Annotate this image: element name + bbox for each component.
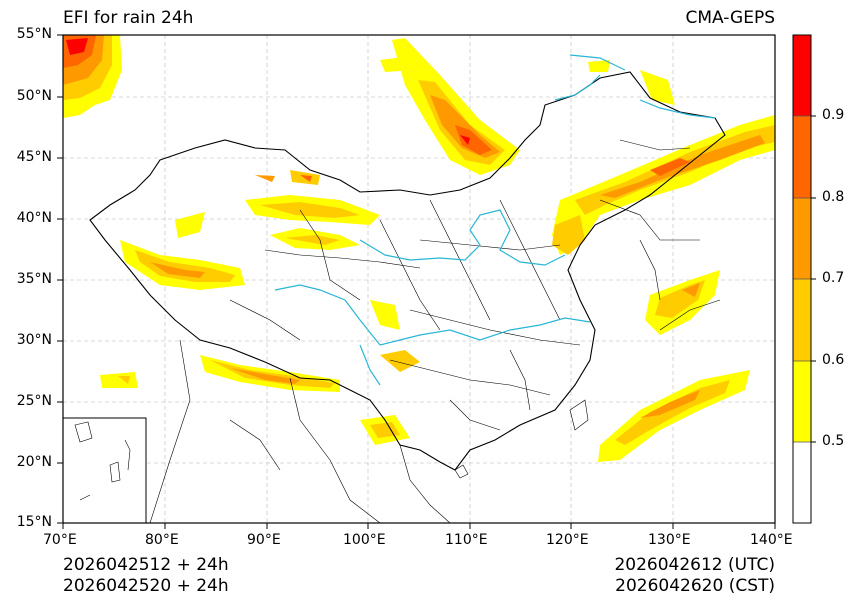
colorbar-bin-2 [793,279,811,361]
lon-tick-label: 140°E [750,532,793,548]
inset-islands [74,421,131,501]
efi-shading [63,35,775,462]
colorbar-bin-3 [793,198,811,279]
lon-tick-label: 100°E [343,532,386,548]
colorbar-label: 0.6 [822,352,845,368]
gridlines [63,35,775,523]
colorbar-bin-0 [793,442,811,523]
tick-marks [57,34,776,529]
neighbor-borders [149,239,721,523]
map-title: EFI for rain 24h [63,8,194,28]
lon-tick-label: 110°E [445,532,488,548]
lat-tick-label: 25°N [16,393,52,409]
lon-tick-label: 120°E [546,532,589,548]
lon-tick-label: 90°E [247,532,281,548]
lat-tick-label: 55°N [16,26,52,42]
valid-time-utc: 2026042612 (UTC) [614,555,775,575]
colorbar-bin-4 [793,116,811,198]
lat-tick-label: 40°N [16,210,52,226]
colorbar-bin-1 [793,361,811,442]
init-time-cst: 2026042520 + 24h [63,576,229,596]
colorbar-label: 0.7 [822,270,845,286]
colorbar [792,34,816,524]
lon-tick-label: 70°E [43,532,77,548]
valid-time-cst: 2026042620 (CST) [615,576,775,596]
lat-tick-label: 50°N [16,88,52,104]
lon-tick-label: 80°E [145,532,179,548]
colorbar-bin-5 [793,35,811,116]
lat-tick-label: 35°N [16,271,52,287]
inset-map [63,417,147,523]
lat-tick-label: 20°N [16,454,52,470]
init-time-utc: 2026042512 + 24h [63,555,229,575]
model-name: CMA-GEPS [685,8,775,28]
lat-tick-label: 30°N [16,332,52,348]
colorbar-label: 0.8 [822,189,845,205]
lat-tick-label: 45°N [16,149,52,165]
province-borders [229,139,700,431]
colorbar-label: 0.9 [822,107,845,123]
map-border [62,34,776,524]
borders [89,71,726,471]
colorbar-label: 0.5 [822,433,845,449]
lon-tick-label: 130°E [648,532,691,548]
rivers [274,54,716,386]
lat-tick-label: 15°N [16,514,52,530]
